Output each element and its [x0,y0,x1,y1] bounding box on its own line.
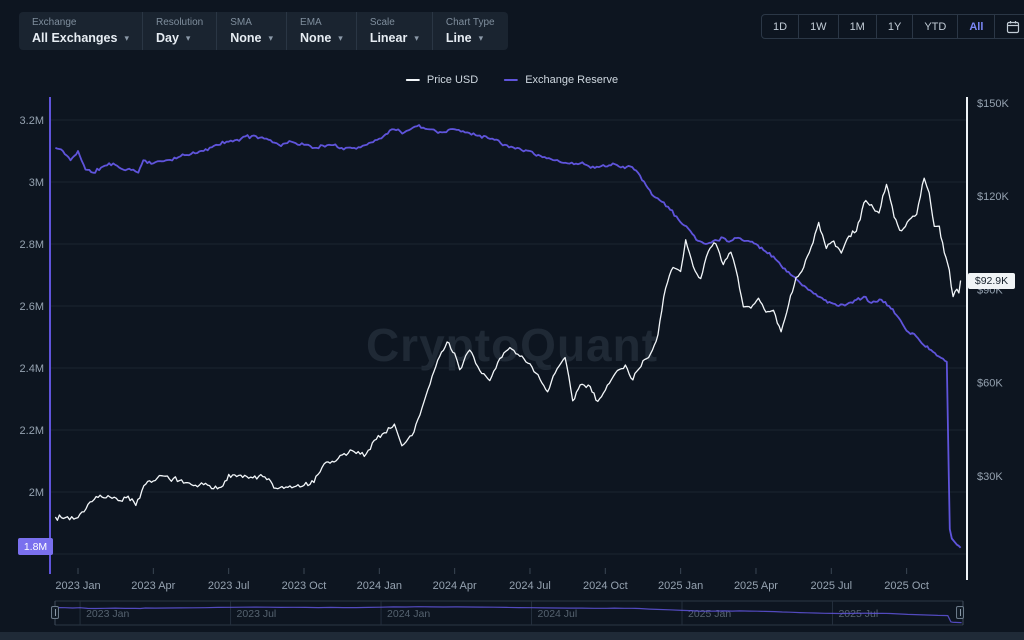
dropdown-value: Linear [369,31,408,45]
svg-text:$120K: $120K [977,191,1009,203]
chevron-down-icon: ▾ [338,33,343,43]
legend-label: Price USD [426,74,479,86]
price-line [54,177,962,521]
svg-text:2.6M: 2.6M [20,301,44,313]
chevron-down-icon: ▾ [124,33,129,43]
navigator-mini-line [57,606,962,624]
chevron-down-icon: ▾ [414,33,419,43]
dropdown-ema[interactable]: EMA None ▾ [287,12,356,50]
price-line-swatch [405,79,420,81]
range-ytd-button[interactable]: YTD [912,15,957,38]
timeline-navigator[interactable] [55,598,963,628]
svg-text:2023 Jul: 2023 Jul [208,580,250,592]
reserve-current-badge: 1.8M [18,538,53,555]
svg-text:2023 Jul: 2023 Jul [237,608,277,620]
svg-text:2025 Jan: 2025 Jan [658,580,703,592]
dropdown-chart-type[interactable]: Chart Type Line ▾ [433,12,508,50]
dropdown-exchange[interactable]: Exchange All Exchanges ▾ [19,12,142,50]
svg-text:2024 Jan: 2024 Jan [357,580,402,592]
dropdown-label: Chart Type [445,17,495,28]
dropdown-value: Line [445,31,472,45]
range-1w-button[interactable]: 1W [798,15,838,38]
svg-text:2023 Jan: 2023 Jan [86,608,129,620]
svg-text:2024 Jul: 2024 Jul [538,608,578,620]
svg-text:2M: 2M [29,487,44,499]
range-1y-button[interactable]: 1Y [875,15,912,38]
chart-settings-toolbar: Exchange All Exchanges ▾ Resolution Day ▾ … [19,12,508,50]
legend-exchange-reserve[interactable]: Exchange Reserve [504,74,618,86]
svg-text:2023 Jan: 2023 Jan [55,580,100,592]
divider [355,12,357,50]
navigator-left-handle[interactable] [51,606,59,619]
chevron-down-icon: ▾ [478,33,484,43]
bottom-strip [0,632,1024,640]
svg-text:3M: 3M [29,177,44,189]
svg-text:2024 Oct: 2024 Oct [583,580,628,592]
reserve-line-swatch [504,79,519,81]
divider [141,12,143,50]
dropdown-value: None [300,31,332,45]
svg-text:2025 Jul: 2025 Jul [838,608,878,620]
divider [216,12,218,50]
dropdown-label: SMA [230,17,252,28]
dropdown-value: None [230,31,262,45]
dropdown-label: Exchange [32,17,77,28]
dropdown-label: EMA [300,17,322,28]
navigator-right-handle[interactable] [956,606,964,619]
svg-text:2024 Apr: 2024 Apr [433,580,477,592]
chart-legend: Price USD Exchange Reserve [405,74,618,86]
svg-text:2.4M: 2.4M [20,363,44,375]
chevron-down-icon: ▾ [185,33,191,43]
svg-text:2025 Jul: 2025 Jul [811,580,853,592]
range-1m-button[interactable]: 1M [837,15,876,38]
dropdown-resolution[interactable]: Resolution Day ▾ [143,12,216,50]
svg-text:2025 Apr: 2025 Apr [734,580,778,592]
range-all-button[interactable]: All [957,15,994,38]
svg-text:3.2M: 3.2M [20,115,44,127]
dropdown-label: Resolution [155,17,204,28]
dropdown-scale[interactable]: Scale Linear ▾ [357,12,432,50]
calendar-icon [1007,20,1020,33]
dropdown-label: Scale [369,17,395,28]
legend-label: Exchange Reserve [525,74,619,86]
svg-text:2025 Oct: 2025 Oct [884,580,929,592]
price-current-badge: $92.9K [968,273,1015,289]
dropdown-value: All Exchanges [32,31,118,45]
divider [431,12,433,50]
svg-text:2.8M: 2.8M [20,239,44,251]
svg-text:$60K: $60K [977,378,1003,390]
svg-text:2024 Jul: 2024 Jul [509,580,551,592]
reserve-line [55,124,962,549]
divider [286,12,288,50]
svg-text:$150K: $150K [977,98,1009,110]
svg-text:$30K: $30K [977,471,1003,483]
svg-text:2024 Jan: 2024 Jan [387,608,430,620]
time-range-selector: 1D 1W 1M 1Y YTD All [761,14,1024,39]
svg-text:2023 Apr: 2023 Apr [131,580,175,592]
svg-text:2.2M: 2.2M [20,425,44,437]
svg-text:2023 Oct: 2023 Oct [282,580,327,592]
calendar-button[interactable] [994,15,1024,38]
dropdown-sma[interactable]: SMA None ▾ [217,12,286,50]
dropdown-value: Day [155,31,179,45]
cryptoquant-watermark: CryptoQuant [365,319,659,371]
range-1d-button[interactable]: 1D [773,20,788,33]
chevron-down-icon: ▾ [268,33,274,43]
legend-price-usd[interactable]: Price USD [405,74,479,86]
